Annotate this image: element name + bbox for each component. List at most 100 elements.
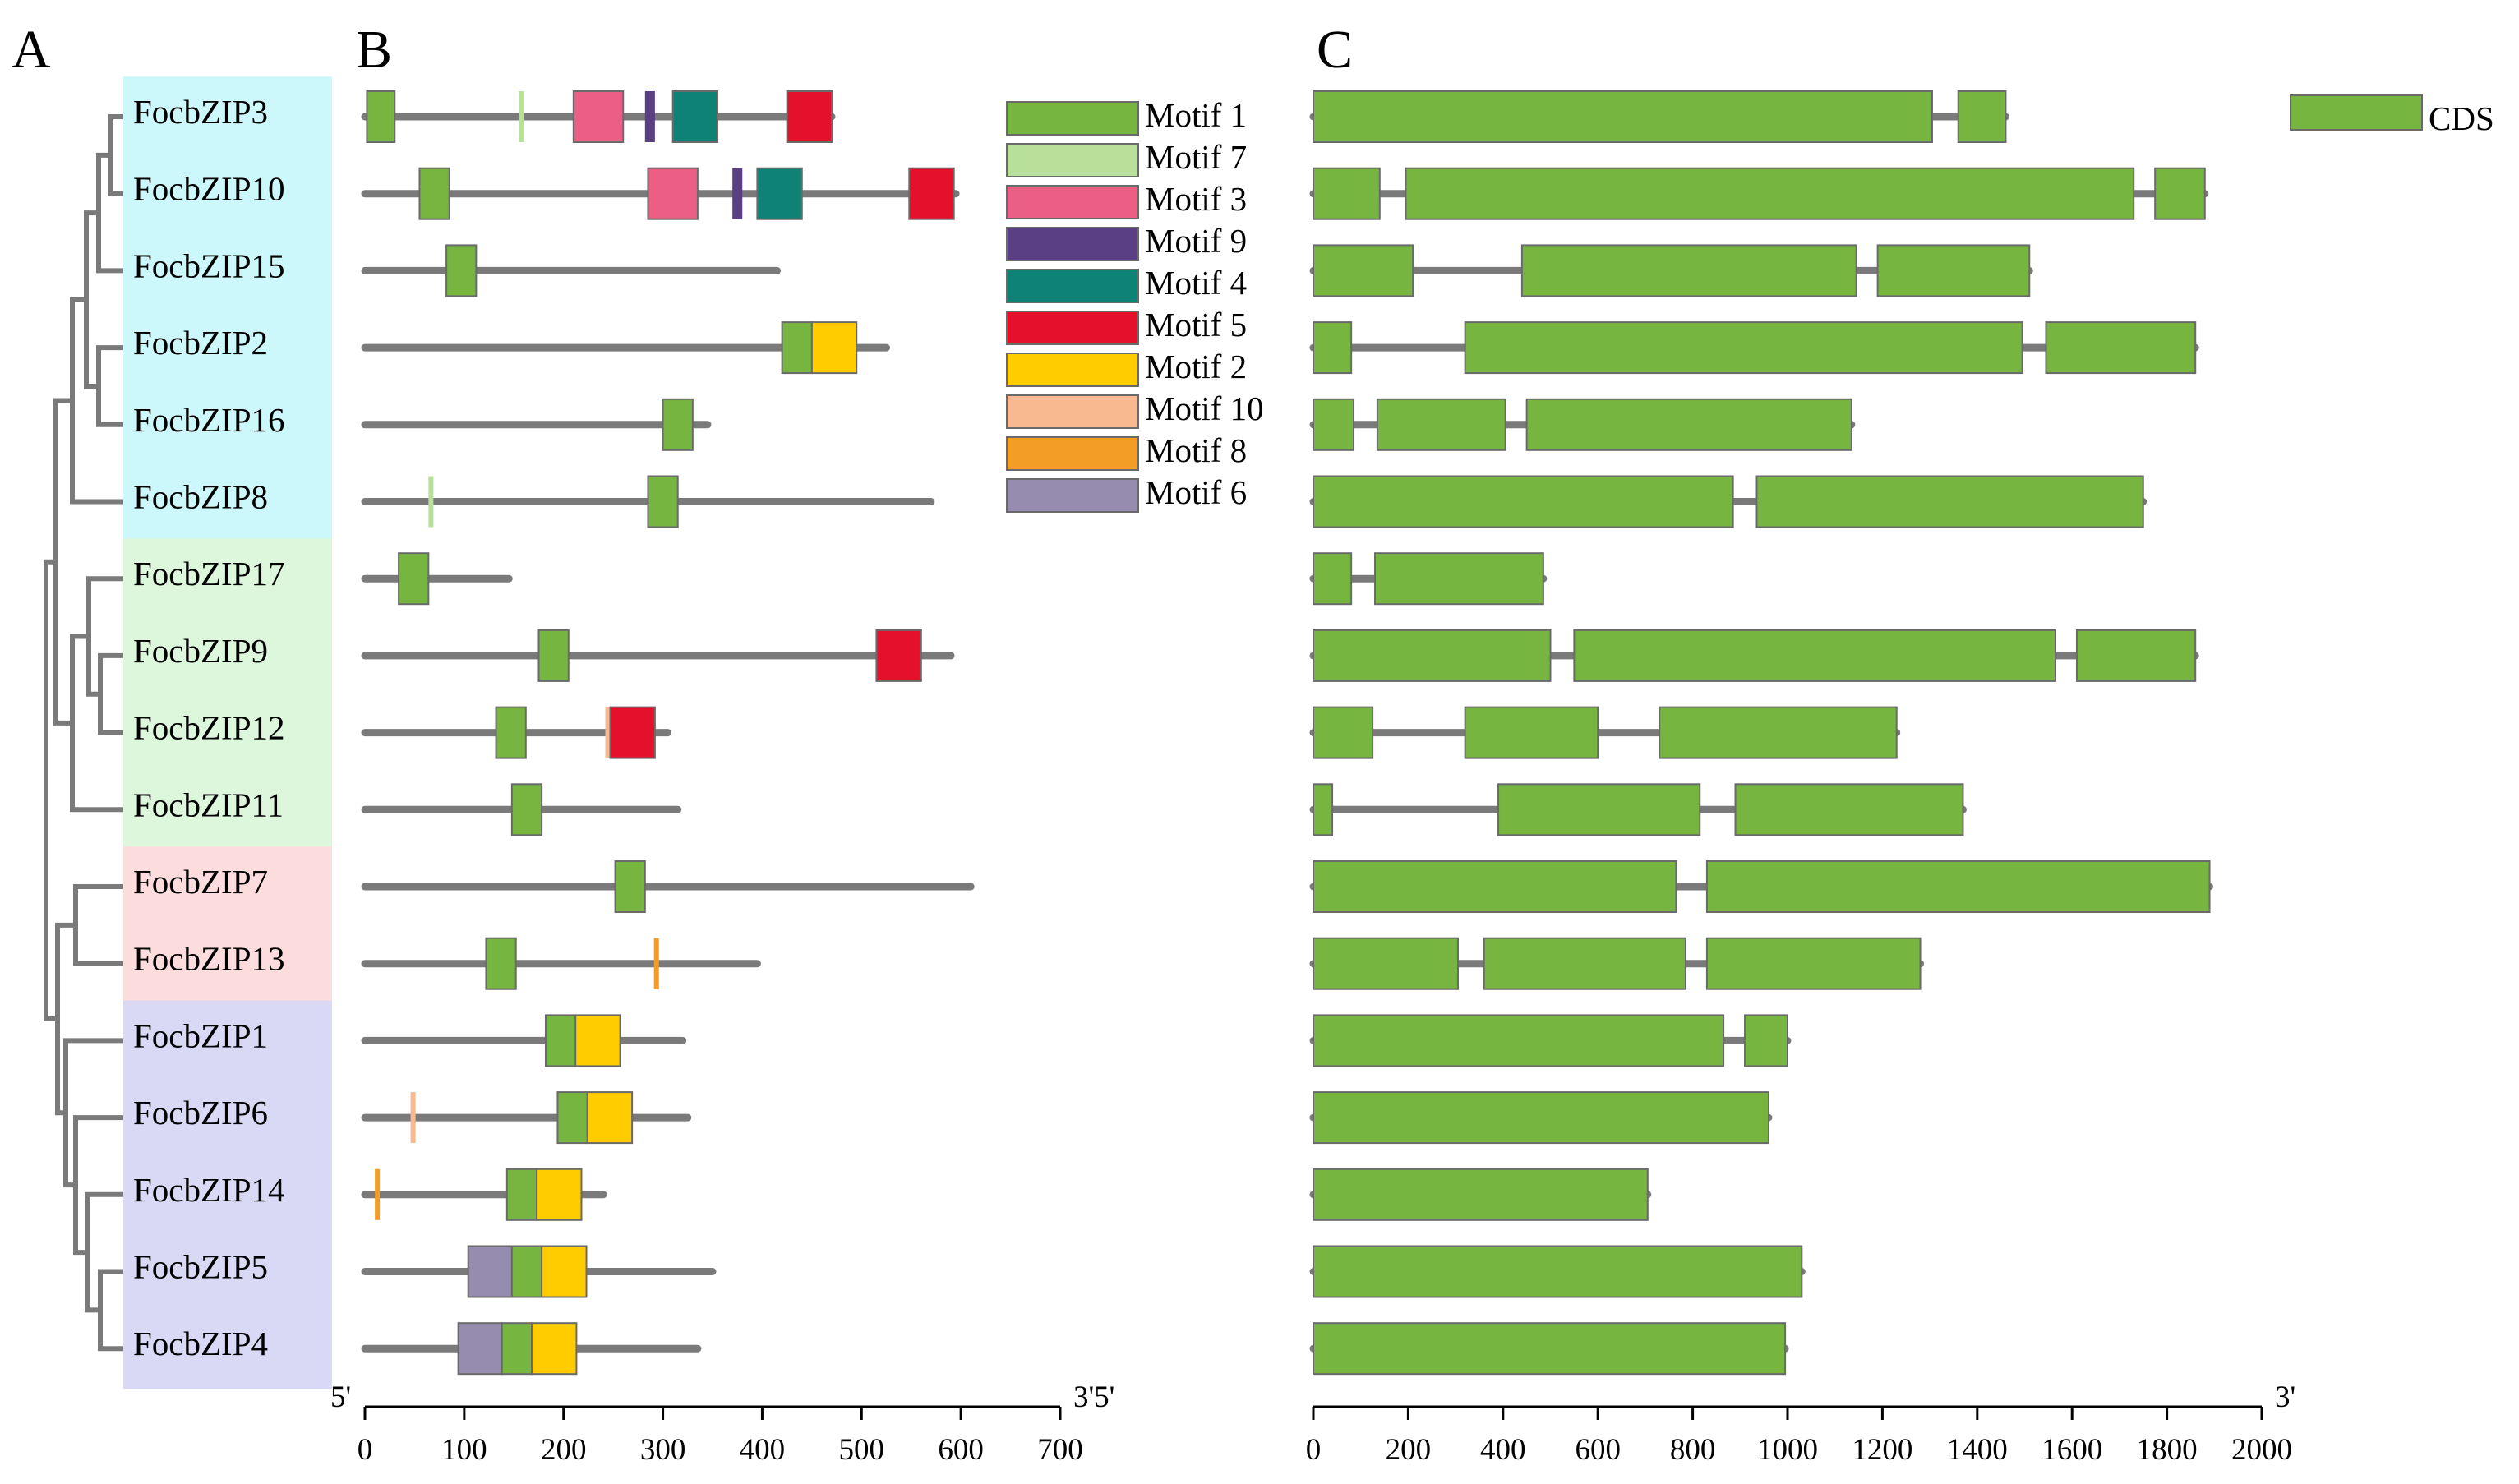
gene-label: FocbZIP2 <box>133 324 268 362</box>
motif-box <box>574 1014 621 1067</box>
cds-exon-box <box>2075 629 2197 682</box>
motif-axis-tick-label: 600 <box>938 1433 984 1467</box>
gene-label: FocbZIP6 <box>133 1094 268 1131</box>
cds-axis-tick-label: 0 <box>1306 1433 1322 1467</box>
cds-exon-box <box>1497 783 1701 836</box>
exon-intron-tracks <box>1309 90 2214 1376</box>
cds-exon-box <box>1313 706 1374 759</box>
motif-box <box>605 707 611 758</box>
cds-axis-3prime-label: 3' <box>2275 1380 2295 1414</box>
motif-legend-swatch <box>1006 394 1139 429</box>
motif-axis-5prime-label: 5' <box>330 1380 351 1414</box>
gene-name-labels: FocbZIP3 FocbZIP10 FocbZIP15 FocbZIP2 FocbZI… <box>133 93 285 1362</box>
gene-label: FocbZIP1 <box>133 1016 268 1054</box>
motif-legend-label: Motif 1 <box>1145 96 1247 134</box>
motif-box <box>519 91 524 142</box>
motif-box <box>875 629 922 682</box>
cds-axis-tick-label: 600 <box>1575 1433 1621 1467</box>
motif-legend-label: Motif 7 <box>1145 138 1247 176</box>
cds-exon-box <box>1734 783 1964 836</box>
motif-box <box>531 1322 578 1376</box>
cds-exon-box <box>1313 1168 1649 1221</box>
panel-label-a: A <box>12 20 51 80</box>
motif-box <box>445 244 478 297</box>
cds-legend-label: CDS <box>2429 99 2494 137</box>
cds-exon-box <box>1957 90 2007 143</box>
motif-box <box>398 552 430 606</box>
motif-box <box>609 706 656 759</box>
gene-label: FocbZIP7 <box>133 863 268 901</box>
gene-label: FocbZIP11 <box>133 786 284 823</box>
tree-branch <box>44 559 58 1022</box>
cds-legend: CDS <box>2290 94 2494 137</box>
cds-exon-box <box>1313 860 1677 913</box>
cds-exon-box <box>1313 244 1414 297</box>
motif-box <box>732 168 743 219</box>
cds-exon-box <box>1705 937 1922 990</box>
motif-box <box>810 321 858 375</box>
cds-axis: 3' 0 200 400 600 800 1000 1200 1400 1600 1800 2000 <box>1306 1380 2295 1467</box>
cds-axis-tick-label: 1400 <box>1947 1433 2008 1467</box>
cds-legend-swatch <box>2290 94 2423 131</box>
cds-axis-tick-label: 1800 <box>2137 1433 2198 1467</box>
gene-label: FocbZIP15 <box>133 247 285 284</box>
cds-exon-box <box>1659 706 1898 759</box>
panel-label-b: B <box>356 20 392 80</box>
gene-label: FocbZIP14 <box>133 1171 285 1209</box>
cds-exon-box <box>1313 167 1381 220</box>
motif-box <box>647 475 679 528</box>
cds-exon-box <box>1313 1014 1725 1067</box>
motif-box <box>671 90 719 143</box>
motif-box <box>544 1014 577 1067</box>
cds-axis-tick-label: 1000 <box>1757 1433 1818 1467</box>
motif-box <box>541 1245 588 1298</box>
motif-legend-label: Motif 6 <box>1145 473 1247 511</box>
motif-box <box>510 1245 543 1298</box>
cds-exon-box <box>1313 321 1353 375</box>
gene-label: FocbZIP13 <box>133 940 285 978</box>
motif-tracks <box>361 90 975 1376</box>
cds-exon-box <box>2045 321 2197 375</box>
motif-box <box>556 1091 588 1145</box>
gene-label: FocbZIP4 <box>133 1325 268 1362</box>
cds-exon-box <box>1376 398 1506 451</box>
motif-axis-tick-label: 0 <box>358 1433 373 1467</box>
motif-box <box>908 167 955 220</box>
cds-exon-box <box>1520 244 1857 297</box>
motif-legend-label: Motif 2 <box>1145 348 1247 385</box>
motif-box <box>786 90 833 143</box>
cds-exon-box <box>1313 1091 1769 1145</box>
motif-axis-tick-label: 100 <box>441 1433 487 1467</box>
cds-exon-box <box>1405 167 2135 220</box>
motif-box <box>586 1091 634 1145</box>
motif-box <box>495 706 527 759</box>
motif-legend-label: Motif 8 <box>1145 431 1247 469</box>
motif-box <box>653 938 659 989</box>
motif-box <box>662 398 694 451</box>
clade-band <box>123 538 332 850</box>
cds-axis-tick-label: 200 <box>1386 1433 1432 1467</box>
cds-exon-box <box>1876 244 2031 297</box>
motif-axis-tick-label: 700 <box>1037 1433 1083 1467</box>
cds-exon-box <box>1313 629 1552 682</box>
motif-legend-label: Motif 4 <box>1145 264 1247 302</box>
cds-axis-tick-label: 1600 <box>2041 1433 2102 1467</box>
cds-exon-box <box>1464 321 2023 375</box>
motif-legend-swatch <box>1006 269 1139 303</box>
cds-exon-box <box>1313 783 1334 836</box>
gene-label: FocbZIP5 <box>133 1248 268 1286</box>
gene-label: FocbZIP12 <box>133 709 285 747</box>
motif-box <box>428 476 434 528</box>
phylogenetic-tree <box>44 114 123 1352</box>
cds-exon-box <box>1464 706 1599 759</box>
motif-legend-swatch <box>1006 143 1139 177</box>
motif-box <box>644 91 655 142</box>
motif-box <box>614 860 646 913</box>
motif-box <box>647 167 699 220</box>
motif-axis-3prime-5prime-label: 3'5' <box>1073 1380 1114 1414</box>
cds-axis-tick-label: 2000 <box>2231 1433 2292 1467</box>
motif-box <box>781 321 813 375</box>
clade-backgrounds <box>123 76 332 1390</box>
